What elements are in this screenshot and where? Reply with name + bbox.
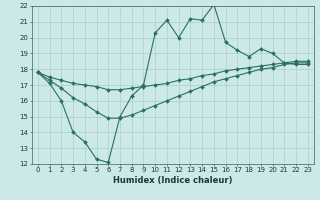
- X-axis label: Humidex (Indice chaleur): Humidex (Indice chaleur): [113, 176, 233, 185]
